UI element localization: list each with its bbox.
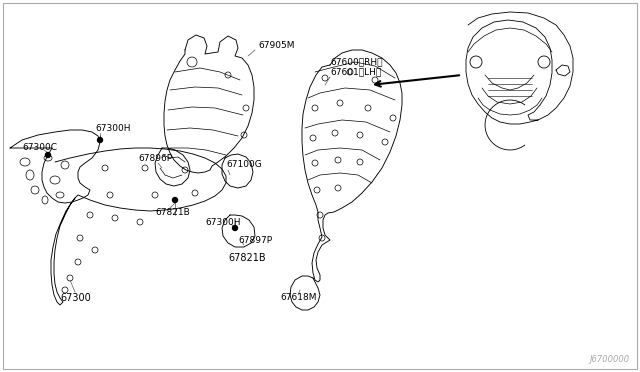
Text: J6700000: J6700000: [590, 355, 630, 364]
Text: 67300H: 67300H: [95, 124, 131, 132]
Text: 67821B: 67821B: [155, 208, 189, 217]
Text: 67100G: 67100G: [226, 160, 262, 169]
Circle shape: [232, 225, 237, 231]
Text: 67897P: 67897P: [238, 235, 272, 244]
Text: 67300: 67300: [60, 293, 91, 303]
Circle shape: [45, 153, 51, 157]
Text: 67618M: 67618M: [280, 294, 317, 302]
Circle shape: [97, 138, 102, 142]
Text: 67896P: 67896P: [138, 154, 172, 163]
Text: 67821B: 67821B: [228, 253, 266, 263]
Text: 67300C: 67300C: [22, 142, 57, 151]
Text: 67601（LH）: 67601（LH）: [330, 67, 381, 77]
Circle shape: [173, 198, 177, 202]
Text: 67600（RH）: 67600（RH）: [330, 58, 383, 67]
Text: 67905M: 67905M: [258, 41, 294, 49]
Text: 67300H: 67300H: [205, 218, 241, 227]
